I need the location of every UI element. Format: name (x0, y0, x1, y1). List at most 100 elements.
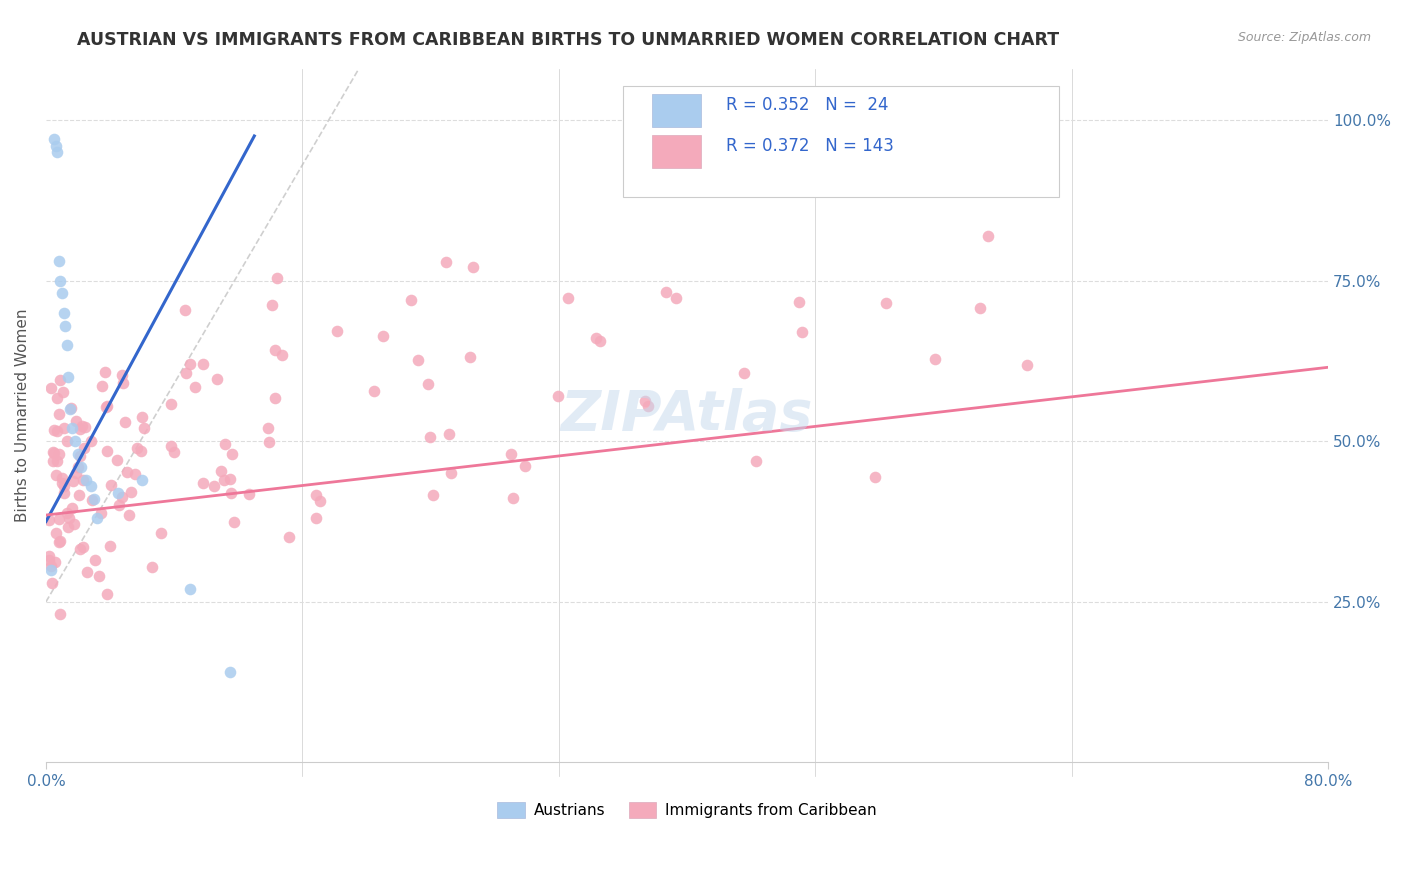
Point (38, 553, 60, 567)
Point (419, 430, 441, 444)
Point (82, 492, 104, 507)
Point (264, 391, 287, 405)
Point (42, 132, 65, 146)
Point (48, 535, 70, 549)
Point (44, 555, 66, 569)
Point (218, 472, 240, 486)
Point (458, 350, 481, 364)
Point (238, 486, 260, 500)
Point (52, 486, 75, 500)
Point (65, 414, 87, 428)
Point (585, 331, 607, 345)
FancyBboxPatch shape (652, 135, 702, 169)
Point (114, 415, 136, 429)
Point (51, 475, 73, 490)
Point (111, 376, 134, 390)
Point (371, 328, 394, 343)
Point (439, 426, 461, 441)
Point (205, 372, 228, 386)
Point (49, 607, 72, 621)
Point (70, 419, 93, 434)
Point (63, 434, 86, 449)
Text: R = 0.352   N =  24: R = 0.352 N = 24 (725, 95, 889, 113)
Point (792, 326, 814, 340)
Point (75, 473, 97, 487)
Point (94, 365, 117, 379)
Point (173, 303, 195, 318)
Point (745, 454, 768, 468)
Point (461, 260, 484, 275)
Point (406, 353, 429, 368)
Point (257, 435, 280, 450)
Point (67, 488, 90, 502)
Point (53, 318, 76, 333)
Point (63, 516, 86, 531)
Point (86, 511, 108, 525)
Point (96, 399, 118, 413)
Point (107, 485, 129, 500)
Point (73, 442, 96, 456)
Point (56, 434, 79, 448)
Point (637, 399, 659, 413)
Point (45, 138, 67, 153)
Point (399, 293, 422, 307)
Point (39, 563, 62, 577)
Point (547, 388, 569, 402)
Point (502, 491, 524, 505)
Point (49, 373, 72, 387)
Point (263, 343, 285, 358)
Point (100, 478, 122, 492)
Point (56, 520, 79, 534)
Point (174, 367, 197, 381)
Point (60, 421, 83, 435)
Point (39, 559, 62, 574)
Point (46, 145, 69, 159)
Point (83, 491, 105, 506)
Point (308, 494, 330, 508)
Point (96, 443, 118, 458)
Point (70, 459, 93, 474)
Point (202, 479, 225, 493)
Point (209, 464, 232, 478)
Point (45, 392, 67, 406)
Point (141, 560, 163, 574)
Point (665, 291, 688, 305)
Point (436, 254, 458, 268)
Point (655, 285, 678, 300)
Point (52, 421, 75, 435)
Point (105, 453, 128, 467)
Point (55, 506, 77, 520)
Point (42, 423, 65, 437)
Point (733, 366, 755, 380)
Point (42, 444, 65, 458)
Point (131, 410, 153, 425)
FancyBboxPatch shape (623, 86, 1059, 197)
Point (125, 441, 148, 455)
Point (72, 473, 94, 487)
Point (212, 473, 235, 487)
Point (1015, 358, 1038, 372)
Point (84, 553, 107, 567)
Point (45, 454, 67, 468)
Point (48, 512, 70, 526)
Point (271, 348, 294, 362)
Text: AUSTRIAN VS IMMIGRANTS FROM CARIBBEAN BIRTHS TO UNMARRIED WOMEN CORRELATION CHAR: AUSTRIAN VS IMMIGRANTS FROM CARIBBEAN BI… (77, 31, 1060, 49)
Point (41, 575, 63, 590)
Point (589, 334, 612, 348)
Point (48, 254, 70, 268)
Point (191, 475, 214, 490)
Point (90, 506, 112, 520)
Point (45, 468, 67, 483)
Point (62, 475, 84, 489)
Point (59, 401, 82, 415)
Point (120, 485, 142, 500)
Point (129, 444, 152, 458)
Point (76, 565, 98, 579)
Point (363, 384, 385, 399)
Point (326, 324, 349, 338)
Point (149, 526, 172, 541)
Point (48, 447, 70, 461)
Point (52, 384, 75, 399)
Point (418, 377, 440, 392)
Point (134, 420, 156, 434)
